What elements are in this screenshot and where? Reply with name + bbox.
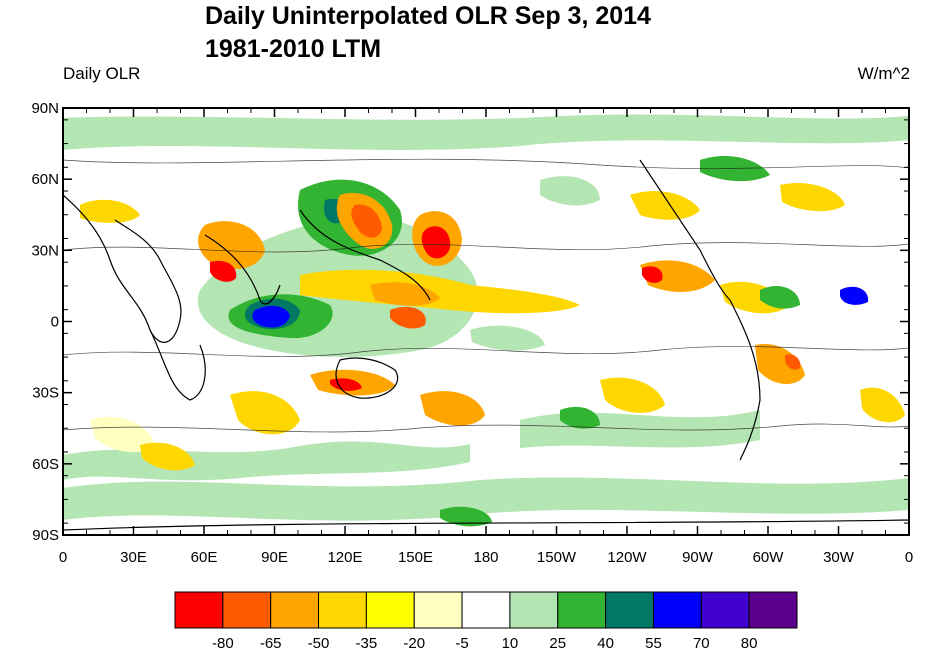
lon-label: 30W xyxy=(823,549,855,566)
colorbar-swatch xyxy=(652,591,702,629)
lon-label: 0 xyxy=(905,549,913,566)
colorbar-swatch xyxy=(557,591,607,629)
lon-label: 60E xyxy=(191,549,218,566)
latitude-axis: 90N 60N 30N 0 30S 60S 90S xyxy=(31,100,909,544)
colorbar-label: -35 xyxy=(356,635,378,652)
colorbar-label: -5 xyxy=(455,635,468,652)
lon-label: 30E xyxy=(120,549,147,566)
colorbar-label: 10 xyxy=(502,635,519,652)
colorbar-swatch xyxy=(461,591,511,629)
anomaly-field xyxy=(63,114,909,531)
colorbar-swatch xyxy=(174,591,224,629)
lat-label: 0 xyxy=(51,314,59,331)
colorbar-label: -20 xyxy=(403,635,425,652)
lon-label: 180 xyxy=(473,549,498,566)
lon-label: 60W xyxy=(753,549,785,566)
variable-label: Daily OLR xyxy=(63,64,141,83)
colorbar-swatch xyxy=(365,591,415,629)
lon-label: 150E xyxy=(398,549,433,566)
lat-label: 60N xyxy=(31,171,59,188)
colorbar-label: 40 xyxy=(597,635,614,652)
colorbar-label: 55 xyxy=(645,635,662,652)
contour-lines xyxy=(63,158,909,433)
coastlines xyxy=(63,159,909,531)
lon-label: 0 xyxy=(59,549,67,566)
colorbar-label: -65 xyxy=(260,635,282,652)
colorbar-swatch xyxy=(222,591,272,629)
colorbar-swatch xyxy=(318,591,367,629)
colorbar-label: 25 xyxy=(549,635,566,652)
lon-label: 120W xyxy=(607,549,647,566)
colorbar-label: 70 xyxy=(693,635,710,652)
colorbar-swatch xyxy=(748,591,798,629)
lat-label: 30N xyxy=(31,242,59,259)
colorbar-swatch xyxy=(605,591,654,629)
lat-label: 90S xyxy=(32,527,59,544)
lat-label: 60S xyxy=(32,456,59,473)
longitude-axis: 0 30E 60E 90E 120E 150E 180 150W 120W 90W 60W 30W 0 xyxy=(59,108,913,566)
lon-label: 90W xyxy=(682,549,714,566)
lon-label: 150W xyxy=(537,549,577,566)
colorbar: -80 -65 -50 -35 -20 -5 10 25 40 55 70 80 xyxy=(174,591,798,652)
colorbar-label: 80 xyxy=(741,635,758,652)
colorbar-label: -50 xyxy=(308,635,330,652)
lat-label: 30S xyxy=(32,385,59,402)
lon-label: 120E xyxy=(327,549,362,566)
units-label: W/m^2 xyxy=(857,64,910,83)
lon-label: 90E xyxy=(261,549,288,566)
colorbar-swatch xyxy=(509,591,559,629)
lat-label: 90N xyxy=(31,100,59,117)
colorbar-label: -80 xyxy=(212,635,234,652)
colorbar-swatch xyxy=(270,591,320,629)
chart-title: Daily Uninterpolated OLR Sep 3, 2014 xyxy=(205,2,651,30)
colorbar-swatch xyxy=(413,591,463,629)
colorbar-swatch xyxy=(700,591,750,629)
chart-subtitle: 1981-2010 LTM xyxy=(205,35,382,63)
